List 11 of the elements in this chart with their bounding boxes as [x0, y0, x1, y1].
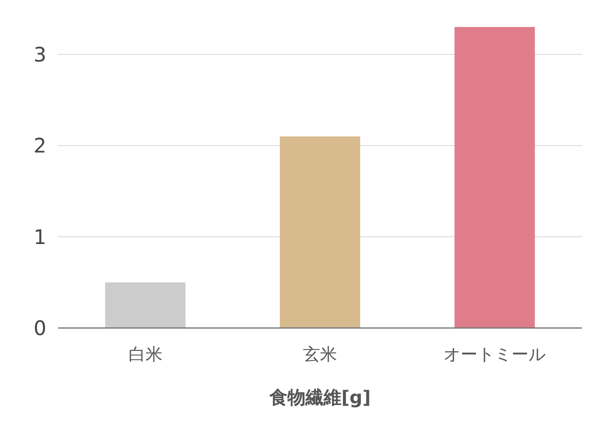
y-tick-label: 0	[34, 316, 46, 340]
bar	[105, 282, 186, 328]
bar	[454, 27, 535, 328]
y-tick-label: 1	[34, 224, 46, 249]
x-tick-label: 玄米	[303, 345, 337, 365]
y-tick-label: 3	[34, 42, 46, 66]
bar	[280, 136, 360, 328]
y-tick-label: 2	[34, 134, 46, 158]
x-tick-label: オートミール	[444, 345, 546, 365]
x-axis-title: 食物繊維[g]	[268, 388, 371, 408]
x-tick-label: 白米	[128, 345, 162, 365]
